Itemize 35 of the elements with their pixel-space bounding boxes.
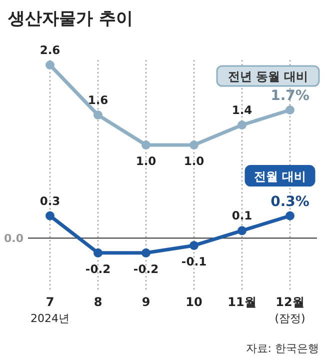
point bbox=[142, 140, 150, 150]
point bbox=[94, 110, 102, 120]
point bbox=[286, 106, 294, 114]
data-label: -0.2 bbox=[133, 262, 159, 276]
x-tick-label: 11월 bbox=[228, 295, 256, 309]
data-label: 0.3% bbox=[270, 194, 310, 210]
x-tick-label: 9 bbox=[142, 295, 150, 309]
data-label: 2.6 bbox=[40, 43, 60, 57]
data-label: 1.0 bbox=[184, 154, 204, 168]
point bbox=[142, 248, 150, 258]
point bbox=[238, 226, 246, 236]
data-label: 1.0 bbox=[136, 154, 156, 168]
x-tick-label: 10 bbox=[186, 295, 202, 309]
data-label: -0.1 bbox=[181, 254, 207, 268]
point bbox=[238, 120, 246, 130]
data-label: 0.3 bbox=[40, 194, 60, 208]
data-label: -0.2 bbox=[85, 262, 111, 276]
text: 전월 대비 bbox=[254, 169, 306, 184]
point bbox=[286, 211, 294, 220]
point bbox=[46, 211, 54, 220]
x-tick-label: 7 2024년 bbox=[30, 295, 70, 325]
text: 자료: 한국은행 bbox=[246, 342, 319, 355]
data-label: 1.6 bbox=[88, 93, 108, 107]
text: 전년 동월 대비 bbox=[228, 70, 308, 84]
point bbox=[46, 60, 54, 70]
point bbox=[190, 240, 198, 250]
point bbox=[94, 248, 102, 258]
point bbox=[190, 140, 198, 150]
data-label: 1.4 bbox=[232, 103, 252, 117]
x-tick-label: 8 bbox=[94, 295, 102, 309]
chart-title: 생산자물가 추이 bbox=[7, 9, 133, 29]
ref-line-label: 0.0 bbox=[4, 232, 24, 246]
x-tick-label: 12월 (잠정) bbox=[274, 295, 306, 325]
data-label: 1.7% bbox=[270, 88, 310, 104]
data-label: 0.1 bbox=[232, 208, 252, 223]
